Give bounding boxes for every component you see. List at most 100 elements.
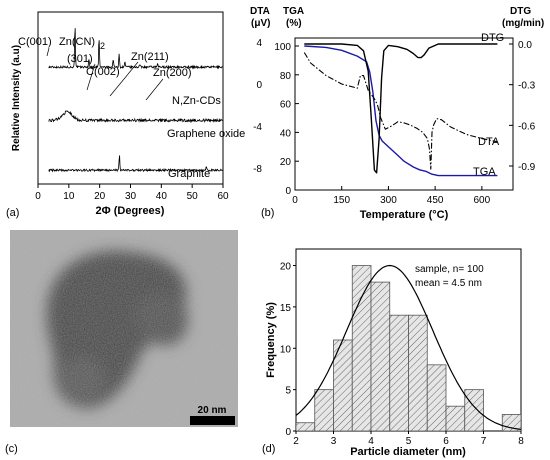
panel-d-bars	[296, 265, 521, 431]
panel-b-label: (b)	[261, 207, 274, 219]
panel-a-x-tick-label: 0	[35, 191, 41, 202]
tga-tick-label: 60	[280, 100, 292, 111]
panel-a-x-label: 2Φ (Degrees)	[96, 205, 165, 217]
peak-label-zn211: Zn(211)	[131, 51, 169, 63]
panel-d-y-label: Frequency (%)	[265, 302, 277, 378]
curve-label-dtg: DTG	[481, 32, 504, 44]
series-label-graphene-oxide: Graphene oxide	[167, 128, 245, 140]
histogram-bar	[445, 405, 466, 431]
tga-axis-unit: (%)	[286, 18, 302, 29]
tga-axis-title: TGA	[283, 6, 304, 17]
peak-label-zn200: Zn(200)	[153, 67, 192, 79]
histogram-bar	[389, 314, 409, 431]
tga-tick-label: 40	[280, 128, 292, 139]
panel-b-x-tick-label: 300	[380, 195, 397, 206]
tem-grain-texture	[10, 230, 238, 427]
tga-tick-label: 100	[274, 42, 291, 53]
panel-d-y-tick-label: 5	[285, 386, 291, 397]
peak-pointer-c001	[46, 47, 50, 57]
peak-label-zncn-subscript: 2	[100, 41, 105, 51]
panel-b-thermal-chart: 0 150 300 450 60040-4-81008060402000.0-0.3-0…	[250, 6, 544, 221]
histogram-bar	[464, 389, 484, 431]
panel-c-tem-image: 20 nm (c)	[5, 230, 238, 455]
tga-tick-label: 0	[285, 186, 291, 197]
panel-a-y-label: Relative Intensity (a.u)	[11, 45, 22, 151]
peak-pointer-zn211	[109, 61, 139, 97]
panel-d-x-tick-label: 8	[518, 436, 524, 447]
panel-b-x-tick-label: 600	[474, 195, 491, 206]
panel-b-x-tick-label: 0	[292, 195, 298, 206]
dtg-axis-title: DTG	[510, 6, 531, 17]
histogram-bar	[296, 422, 316, 431]
dtg-tick-label: 0.0	[518, 40, 532, 51]
panel-c-label: (c)	[5, 443, 18, 455]
panel-d-label: (d)	[262, 443, 275, 455]
thermal-line-dtg	[304, 43, 498, 174]
histogram-bar	[408, 314, 428, 431]
panel-d-x-tick-label: 4	[368, 436, 374, 447]
panel-d-x-tick-label: 5	[406, 436, 412, 447]
histogram-bar	[370, 281, 391, 431]
thermal-line-dta	[303, 52, 498, 170]
panel-a-x-ticks: 0 10 20 30 40 50 60	[35, 184, 229, 202]
histogram-annotation-sample: sample, n= 100	[415, 264, 484, 275]
panel-a-x-tick-label: 30	[125, 191, 137, 202]
panel-d-x-tick-label: 7	[481, 436, 487, 447]
peak-label-c001: C(001)	[18, 36, 52, 48]
panel-b-series-group	[303, 43, 498, 177]
panel-d-y-tick-label: 0	[285, 427, 291, 438]
dta-tick-label: -8	[253, 164, 262, 175]
curve-label-dta: DTA	[478, 136, 500, 148]
panel-b-x-tick-label: 150	[333, 195, 350, 206]
panel-b-frame	[294, 37, 514, 191]
peak-label-301: (301)	[67, 53, 93, 65]
gaussian-fit-curve	[296, 264, 521, 430]
panel-b-ticks: 0 150 300 450 60040-4-81008060402000.0-0.3-0…	[253, 38, 536, 206]
histogram-bar	[351, 265, 372, 431]
panel-a-series-group	[48, 28, 223, 173]
panel-d-x-tick-label: 3	[331, 436, 337, 447]
panel-d-y-tick-label: 10	[280, 344, 292, 355]
panel-d-y-tick-label: 15	[280, 303, 292, 314]
panel-a-x-tick-label: 10	[63, 191, 75, 202]
histogram-bar	[314, 389, 334, 431]
panel-d-histogram: 2 3 4 5 6 7 8 0 5 10 15 20 Frequency (%) Particle d…	[262, 248, 524, 458]
panel-b-x-tick-label: 450	[427, 195, 444, 206]
peak-pointer-c002	[86, 63, 96, 91]
histogram-bar	[426, 364, 447, 431]
xrd-line-n-zn-cds	[48, 28, 223, 70]
dta-axis-unit: (μV)	[251, 18, 270, 29]
curve-label-tga: TGA	[473, 166, 496, 178]
dta-tick-label: 0	[256, 80, 262, 91]
scale-bar	[190, 416, 235, 425]
tga-tick-label: 20	[280, 157, 292, 168]
panel-d-fit	[296, 264, 521, 430]
panel-d-x-tick-label: 6	[443, 436, 449, 447]
panel-a-xrd-chart: 0 10 20 30 40 50 60 Relative Intensity (a.u) 2…	[6, 11, 245, 219]
xrd-line-graphite	[48, 155, 223, 173]
series-label-graphite: Graphite	[168, 168, 210, 180]
dta-axis-title: DTA	[250, 6, 270, 17]
series-label-nzn-cds: N,Zn-CDs	[172, 95, 221, 107]
dtg-tick-label: -0.6	[518, 121, 536, 132]
panel-a-x-tick-label: 20	[94, 191, 106, 202]
panel-d-x-label: Particle diameter (nm)	[350, 446, 466, 458]
dta-tick-label: -4	[253, 122, 262, 133]
panel-a-x-tick-label: 60	[217, 191, 229, 202]
thermal-line-tga	[304, 45, 498, 177]
peak-pointer-zn200	[145, 78, 164, 101]
panel-a-x-tick-label: 40	[156, 191, 168, 202]
scale-bar-label: 20 nm	[198, 405, 227, 416]
peak-label-c002: C(002)	[86, 66, 120, 78]
histogram-annotation-mean: mean = 4.5 nm	[415, 278, 482, 289]
panel-d-ticks: 2 3 4 5 6 7 8 0 5 10 15 20	[280, 262, 524, 447]
panel-d-y-tick-label: 20	[280, 262, 292, 273]
tga-tick-label: 80	[280, 71, 292, 82]
dtg-axis-unit: (mg/min)	[502, 18, 544, 29]
panel-b-x-label: Temperature (°C)	[360, 209, 449, 221]
panel-d-x-tick-label: 2	[293, 436, 299, 447]
dtg-tick-label: -0.3	[518, 81, 536, 92]
xrd-line-graphene-oxide	[48, 110, 223, 124]
dtg-tick-label: -0.9	[518, 162, 536, 173]
